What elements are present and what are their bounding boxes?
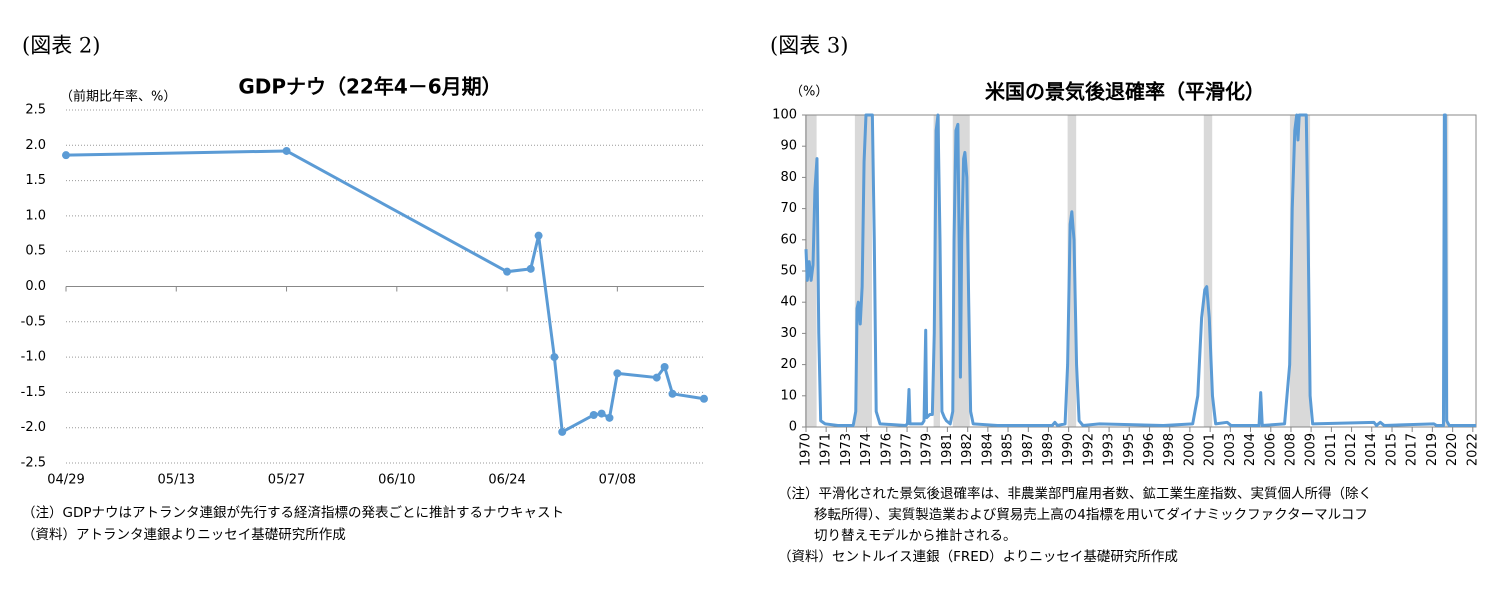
x-tick-label: 1982 <box>960 433 975 466</box>
y-tick-label: 0 <box>789 420 797 435</box>
x-tick-label: 06/10 <box>378 473 415 488</box>
x-tick-label: 2022 <box>1465 433 1480 466</box>
y-tick-label: 10 <box>780 388 797 403</box>
data-point <box>668 389 677 398</box>
data-point <box>589 410 598 419</box>
recession-band <box>1289 115 1311 427</box>
x-tick-label: 1974 <box>859 433 874 466</box>
y-tick-label: 2.5 <box>25 103 46 118</box>
x-tick-label: 05/27 <box>268 473 305 488</box>
x-tick-label: 05/13 <box>158 473 195 488</box>
x-tick-label: 1998 <box>1162 433 1177 466</box>
x-tick-label: 1984 <box>980 433 995 466</box>
recession-band <box>1203 115 1213 427</box>
x-tick-label: 1970 <box>799 433 814 466</box>
data-point <box>700 394 708 403</box>
x-tick-label: 2019 <box>1425 433 1440 466</box>
x-tick-label: 1979 <box>920 433 935 466</box>
data-point <box>503 267 512 276</box>
y-tick-label: 1.0 <box>25 208 46 223</box>
y-axis-label: （%） <box>790 85 828 100</box>
x-tick-label: 2003 <box>1223 433 1238 466</box>
data-point <box>534 231 543 240</box>
y-tick-label: -1.0 <box>21 350 46 365</box>
recession-band <box>933 115 940 427</box>
x-tick-label: 1985 <box>1001 433 1016 466</box>
data-point <box>62 151 70 160</box>
x-tick-label: 1971 <box>819 433 834 466</box>
y-tick-label: -2.0 <box>21 420 46 435</box>
note: 移転所得）、実質製造業および貿易売上高の4指標を用いてダイナミックファクターマル… <box>814 506 1368 523</box>
x-tick-label: 1989 <box>1041 433 1056 466</box>
figure-label: (図表 3) <box>770 34 848 58</box>
x-tick-label: 2001 <box>1203 433 1218 466</box>
note: （注）GDPナウはアトランタ連銀が先行する経済指標の発表ごとに推計するナウキャス… <box>22 505 564 521</box>
x-tick-label: 2011 <box>1324 433 1339 466</box>
x-tick-label: 04/29 <box>47 473 84 488</box>
x-tick-label: 2004 <box>1243 433 1258 466</box>
x-tick-label: 06/24 <box>488 473 525 488</box>
y-tick-label: 80 <box>780 170 797 185</box>
note: （資料）セントルイス連銀（FRED）よりニッセイ基礎研究所作成 <box>778 548 1178 565</box>
data-line <box>65 149 705 434</box>
note: 切り替えモデルから推計される。 <box>814 527 1017 544</box>
x-tick-label: 1993 <box>1102 433 1117 466</box>
chart-title: 米国の景気後退確率（平滑化） <box>985 80 1265 104</box>
x-tick-label: 2009 <box>1304 433 1319 466</box>
y-tick-label: -2.5 <box>21 456 46 471</box>
x-tick-label: 2012 <box>1344 433 1359 466</box>
y-tick-label: 20 <box>780 357 797 372</box>
chart-title: GDPナウ（22年4－6月期） <box>238 75 501 99</box>
x-tick-label: 2020 <box>1445 433 1460 466</box>
data-point <box>613 369 622 378</box>
x-tick-label: 1981 <box>940 433 955 466</box>
x-tick-label: 1977 <box>900 433 915 466</box>
y-tick-label: 100 <box>772 108 797 123</box>
data-point <box>526 264 535 273</box>
y-tick-label: 1.5 <box>25 173 46 188</box>
x-tick-label: 1987 <box>1021 433 1036 466</box>
x-tick-label: 2014 <box>1364 433 1379 466</box>
x-tick-label: 1976 <box>879 433 894 466</box>
x-tick-label: 1990 <box>1061 433 1076 466</box>
x-tick-label: 1973 <box>839 433 854 466</box>
data-point <box>652 373 661 382</box>
x-tick-label: 2008 <box>1283 433 1298 466</box>
data-point <box>550 353 559 362</box>
y-tick-label: 0.0 <box>25 279 46 294</box>
x-tick-label: 07/08 <box>599 473 636 488</box>
y-axis-label: （前期比年率、%） <box>60 89 176 105</box>
y-tick-label: 50 <box>780 264 797 279</box>
y-tick-label: 2.0 <box>25 138 46 153</box>
x-tick-label: 2015 <box>1385 433 1400 466</box>
x-tick-label: 1992 <box>1081 433 1096 466</box>
x-tick-label: 2000 <box>1182 433 1197 466</box>
recession-band <box>1067 115 1077 427</box>
note: （資料）アトランタ連銀よりニッセイ基礎研究所作成 <box>22 526 346 543</box>
x-tick-label: 2006 <box>1263 433 1278 466</box>
note: （注）平滑化された景気後退確率は、非農業部門雇用者数、鉱工業生産指数、実質個人所… <box>778 485 1372 502</box>
data-line <box>804 113 1476 427</box>
y-tick-label: 60 <box>780 232 797 247</box>
y-tick-label: 30 <box>780 326 797 341</box>
y-tick-label: 90 <box>780 139 797 154</box>
y-tick-label: -0.5 <box>21 314 46 329</box>
x-tick-label: 1995 <box>1122 433 1137 466</box>
data-point <box>660 362 669 371</box>
data-point <box>282 146 291 155</box>
plot-frame <box>805 114 1477 428</box>
figure-label: (図表 2) <box>22 34 100 58</box>
x-tick-label: 1996 <box>1142 433 1157 466</box>
x-tick-label: 2017 <box>1405 433 1420 466</box>
data-point <box>597 409 606 418</box>
y-tick-label: 40 <box>780 295 797 310</box>
data-point <box>605 413 614 422</box>
data-point <box>558 427 567 436</box>
y-tick-label: 0.5 <box>25 244 46 259</box>
y-tick-label: 70 <box>780 201 797 216</box>
y-tick-label: -1.5 <box>21 385 46 400</box>
